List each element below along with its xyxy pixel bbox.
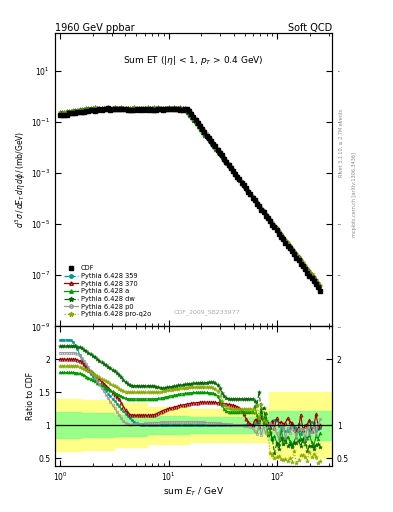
Text: mcplots.cern.ch [arXiv:1306.3436]: mcplots.cern.ch [arXiv:1306.3436] <box>352 152 357 237</box>
Text: Sum ET ($|\eta|$ < 1, $p_T$ > 0.4 GeV): Sum ET ($|\eta|$ < 1, $p_T$ > 0.4 GeV) <box>123 54 264 67</box>
Text: 1960 GeV ppbar: 1960 GeV ppbar <box>55 23 135 32</box>
Text: Soft QCD: Soft QCD <box>288 23 332 32</box>
Legend: CDF, Pythia 6.428 359, Pythia 6.428 370, Pythia 6.428 a, Pythia 6.428 dw, Pythia: CDF, Pythia 6.428 359, Pythia 6.428 370,… <box>61 263 154 320</box>
X-axis label: sum $E_T$ / GeV: sum $E_T$ / GeV <box>163 486 224 499</box>
Y-axis label: $d^3\sigma\,/\,dE_T\,d\eta\,d\phi\,/\,({\rm mb/GeV})$: $d^3\sigma\,/\,dE_T\,d\eta\,d\phi\,/\,({… <box>14 131 28 228</box>
Text: Rivet 3.1.10, ≥ 2.7M events: Rivet 3.1.10, ≥ 2.7M events <box>339 109 344 178</box>
Y-axis label: Ratio to CDF: Ratio to CDF <box>26 372 35 420</box>
Text: CDF_2009_S8233977: CDF_2009_S8233977 <box>174 309 241 315</box>
